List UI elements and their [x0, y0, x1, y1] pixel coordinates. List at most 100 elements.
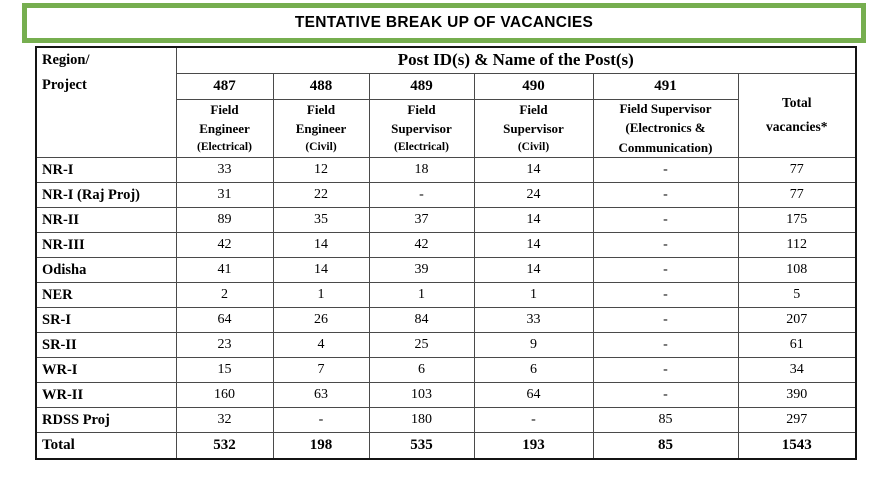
- value-cell: 26: [272, 307, 370, 334]
- value-cell: 4: [272, 332, 370, 359]
- value-cell: -: [473, 407, 594, 434]
- table-row-total: Total 532 198 535 193 85 1543: [35, 432, 857, 460]
- region-cell: Odisha: [35, 257, 177, 284]
- post-name-488: Field Engineer (Civil): [272, 98, 370, 159]
- total-cell: 112: [737, 232, 857, 259]
- post-name-label: Field Supervisor: [391, 101, 452, 136]
- value-cell: -: [592, 232, 739, 259]
- total-value-cell: 535: [368, 432, 475, 460]
- value-cell: 22: [272, 182, 370, 209]
- total-label-cell: Total: [35, 432, 177, 460]
- value-cell: 41: [175, 257, 274, 284]
- value-cell: 103: [368, 382, 475, 409]
- value-cell: 14: [473, 257, 594, 284]
- title-box: TENTATIVE BREAK UP OF VACANCIES: [22, 3, 866, 43]
- total-value-cell: 193: [473, 432, 594, 460]
- total-cell: 108: [737, 257, 857, 284]
- total-cell: 77: [737, 157, 857, 184]
- table-row-odisha: Odisha 41 14 39 14 - 108: [35, 257, 857, 284]
- value-cell: -: [592, 282, 739, 309]
- table-row-nr-2: NR-II 89 35 37 14 - 175: [35, 207, 857, 234]
- post-id-488: 488: [272, 72, 370, 100]
- region-cell: RDSS Proj: [35, 407, 177, 434]
- value-cell: 15: [175, 357, 274, 384]
- value-cell: 1: [368, 282, 475, 309]
- table-row-sr-2: SR-II 23 4 25 9 - 61: [35, 332, 857, 359]
- value-cell: 6: [473, 357, 594, 384]
- region-cell: WR-II: [35, 382, 177, 409]
- value-cell: 39: [368, 257, 475, 284]
- value-cell: -: [592, 382, 739, 409]
- post-name-label: Field Supervisor: [619, 100, 712, 116]
- value-cell: 32: [175, 407, 274, 434]
- page-title: TENTATIVE BREAK UP OF VACANCIES: [294, 14, 594, 31]
- value-cell: 25: [368, 332, 475, 359]
- value-cell: -: [592, 332, 739, 359]
- total-cell: 207: [737, 307, 857, 334]
- value-cell: 14: [473, 157, 594, 184]
- value-cell: -: [592, 182, 739, 209]
- region-cell: SR-II: [35, 332, 177, 359]
- value-cell: 24: [473, 182, 594, 209]
- value-cell: 2: [175, 282, 274, 309]
- value-cell: 85: [592, 407, 739, 434]
- value-cell: 89: [175, 207, 274, 234]
- post-name-label: Field Engineer: [295, 101, 347, 136]
- region-cell: NER: [35, 282, 177, 309]
- post-id-487: 487: [175, 72, 274, 100]
- total-cell: 5: [737, 282, 857, 309]
- value-cell: -: [592, 307, 739, 334]
- value-cell: 14: [473, 207, 594, 234]
- table-row-wr-2: WR-II 160 63 103 64 - 390: [35, 382, 857, 409]
- region-project-header: Region/ Project: [35, 46, 177, 159]
- region-cell: NR-II: [35, 207, 177, 234]
- post-qualifier-label: (Electronics & Communication): [618, 120, 713, 155]
- post-id-490: 490: [473, 72, 594, 100]
- post-id-489: 489: [368, 72, 475, 100]
- region-cell: NR-III: [35, 232, 177, 259]
- table-row-wr-1: WR-I 15 7 6 6 - 34: [35, 357, 857, 384]
- value-cell: 1: [272, 282, 370, 309]
- value-cell: 42: [368, 232, 475, 259]
- value-cell: 31: [175, 182, 274, 209]
- total-value-cell: 198: [272, 432, 370, 460]
- table-row-nr-1-raj-proj: NR-I (Raj Proj) 31 22 - 24 - 77: [35, 182, 857, 209]
- value-cell: 63: [272, 382, 370, 409]
- post-name-490: Field Supervisor (Civil): [473, 98, 594, 159]
- value-cell: 64: [473, 382, 594, 409]
- table-row-nr-1: NR-I 33 12 18 14 - 77: [35, 157, 857, 184]
- post-name-label: Field Supervisor: [503, 101, 564, 136]
- value-cell: 33: [473, 307, 594, 334]
- value-cell: 9: [473, 332, 594, 359]
- value-cell: 35: [272, 207, 370, 234]
- table-row-ner: NER 2 1 1 1 - 5: [35, 282, 857, 309]
- total-cell: 390: [737, 382, 857, 409]
- post-name-487: Field Engineer (Electrical): [175, 98, 274, 159]
- value-cell: 33: [175, 157, 274, 184]
- total-value-cell: 85: [592, 432, 739, 460]
- total-cell: 77: [737, 182, 857, 209]
- value-cell: 64: [175, 307, 274, 334]
- value-cell: -: [592, 257, 739, 284]
- value-cell: 18: [368, 157, 475, 184]
- post-qualifier-label: (Electrical): [394, 140, 449, 153]
- value-cell: 7: [272, 357, 370, 384]
- table-row-nr-3: NR-III 42 14 42 14 - 112: [35, 232, 857, 259]
- grand-total-cell: 1543: [737, 432, 857, 460]
- value-cell: 23: [175, 332, 274, 359]
- post-id-group-header: Post ID(s) & Name of the Post(s): [175, 46, 857, 74]
- post-name-label: Field Engineer: [199, 101, 250, 136]
- value-cell: -: [272, 407, 370, 434]
- value-cell: 180: [368, 407, 475, 434]
- post-id-491: 491: [592, 72, 739, 100]
- value-cell: 84: [368, 307, 475, 334]
- value-cell: 42: [175, 232, 274, 259]
- vacancies-table-container: Region/ Project Post ID(s) & Name of the…: [35, 46, 858, 460]
- total-cell: 297: [737, 407, 857, 434]
- value-cell: -: [592, 357, 739, 384]
- value-cell: 1: [473, 282, 594, 309]
- total-cell: 175: [737, 207, 857, 234]
- total-cell: 34: [737, 357, 857, 384]
- vacancies-table: Region/ Project Post ID(s) & Name of the…: [35, 46, 858, 460]
- total-vacancies-header: Total vacancies*: [737, 72, 857, 159]
